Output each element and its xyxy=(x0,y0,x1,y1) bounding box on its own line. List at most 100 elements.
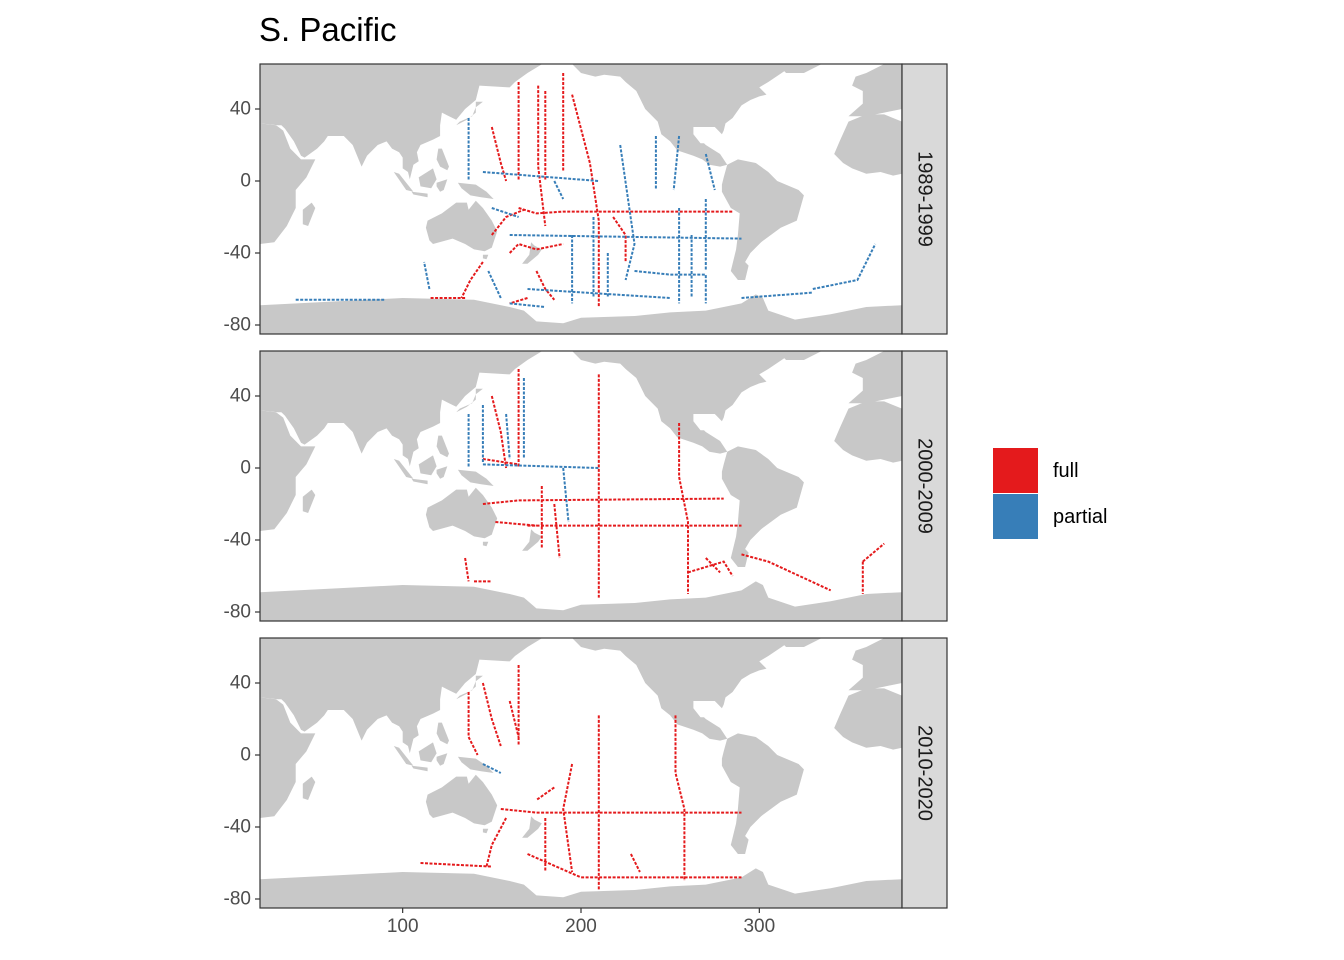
track-full xyxy=(467,692,479,756)
land-polygon xyxy=(457,182,494,199)
land-polygon xyxy=(777,64,822,73)
tracks-layer xyxy=(295,73,877,308)
track-partial xyxy=(672,135,681,191)
track-full xyxy=(485,817,507,867)
track-full xyxy=(612,216,627,262)
track-full xyxy=(741,553,832,592)
land-polygon xyxy=(848,351,902,404)
land-polygon xyxy=(425,487,498,539)
land-polygon xyxy=(260,294,902,334)
y-tick-label: 0 xyxy=(240,458,251,479)
facet-panels: 1989-1999400-40-802000-2009400-40-802010… xyxy=(224,63,948,910)
land-polygon xyxy=(436,753,448,766)
track-partial xyxy=(491,207,519,218)
track-full xyxy=(508,700,520,738)
track-full xyxy=(562,763,574,873)
legend-label-partial: partial xyxy=(1053,506,1107,528)
land-polygon xyxy=(482,254,489,260)
land-polygon xyxy=(777,638,822,647)
land-polygon xyxy=(482,828,489,834)
land-polygon xyxy=(522,816,542,838)
track-full xyxy=(495,521,537,527)
land-polygon xyxy=(848,64,902,117)
land-polygon xyxy=(425,774,498,826)
land-polygon xyxy=(260,64,546,180)
track-full xyxy=(490,395,508,469)
y-tick-label: -40 xyxy=(224,530,251,551)
track-full xyxy=(678,423,689,594)
facet-panel-3: 2010-2020 40 0 -40 -80 xyxy=(224,637,948,910)
track-full xyxy=(518,207,733,215)
y-tick-label: -40 xyxy=(224,817,251,838)
land-polygon xyxy=(302,776,316,800)
land-polygon xyxy=(411,765,428,772)
legend: full partial xyxy=(993,448,1107,539)
facet-strip-label: 2010-2020 xyxy=(914,725,936,821)
track-partial xyxy=(619,144,636,281)
legend-label-full: full xyxy=(1053,460,1079,482)
track-full xyxy=(464,557,470,582)
facet-strip xyxy=(901,350,948,622)
track-partial xyxy=(482,171,599,182)
track-full xyxy=(527,853,742,879)
legend-swatch-partial xyxy=(993,494,1038,539)
y-tick-label: -80 xyxy=(224,315,251,336)
track-partial xyxy=(634,270,707,304)
y-tick-label: 40 xyxy=(230,673,251,694)
x-axis: 100 200 300 xyxy=(387,908,775,937)
track-partial xyxy=(482,463,599,469)
land-polygon xyxy=(456,675,483,700)
land-polygon xyxy=(425,200,498,252)
track-full xyxy=(508,242,564,254)
land-polygon xyxy=(572,64,795,167)
land-polygon xyxy=(834,401,902,463)
land-polygon xyxy=(721,159,804,280)
land-polygon xyxy=(522,242,542,264)
land-polygon xyxy=(260,410,316,531)
track-full xyxy=(705,557,721,574)
land-polygon xyxy=(572,351,795,454)
land-polygon xyxy=(260,638,546,754)
land-polygon xyxy=(393,172,414,192)
land-polygon xyxy=(572,638,795,741)
x-tick-label: 200 xyxy=(565,916,597,937)
legend-swatch-full xyxy=(993,448,1038,493)
track-full xyxy=(687,560,734,577)
y-tick-label: 40 xyxy=(230,386,251,407)
facet-strip xyxy=(901,63,948,335)
track-partial xyxy=(527,288,671,299)
track-partial xyxy=(812,243,877,290)
land-layer xyxy=(260,64,902,334)
tracks-layer xyxy=(420,665,742,890)
land-polygon xyxy=(302,202,316,226)
y-tick-label: -40 xyxy=(224,243,251,264)
land-polygon xyxy=(522,529,542,551)
track-partial xyxy=(741,291,813,299)
track-full xyxy=(535,270,556,301)
track-full xyxy=(535,786,555,801)
track-partial xyxy=(553,180,565,200)
land-polygon xyxy=(834,688,902,750)
track-partial xyxy=(487,270,502,299)
track-full xyxy=(537,85,547,227)
facet-panel-2: 2000-2009 40 0 -40 -80 xyxy=(224,350,948,623)
land-polygon xyxy=(418,455,437,476)
track-full xyxy=(571,94,600,307)
land-polygon xyxy=(777,351,822,360)
land-polygon xyxy=(411,478,428,485)
track-partial xyxy=(505,413,511,460)
y-tick-label: 0 xyxy=(240,745,251,766)
track-full xyxy=(482,458,519,466)
track-full xyxy=(490,126,508,182)
track-full xyxy=(674,715,686,881)
y-tick-label: -80 xyxy=(224,889,251,910)
track-full xyxy=(500,808,742,814)
track-full xyxy=(862,542,885,563)
track-full xyxy=(420,862,492,868)
land-polygon xyxy=(260,697,316,818)
land-polygon xyxy=(721,446,804,567)
track-partial xyxy=(482,763,502,774)
land-polygon xyxy=(260,123,316,244)
track-full xyxy=(509,297,528,305)
